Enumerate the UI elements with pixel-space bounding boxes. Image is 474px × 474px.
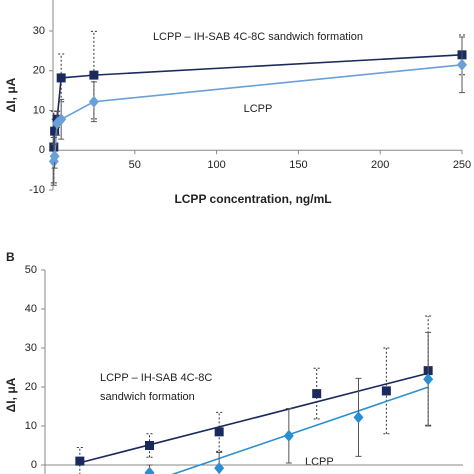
annotation: LCPP – IH-SAB 4C-8C sandwich formation: [153, 31, 363, 43]
data-point: [214, 427, 224, 437]
data-point: [49, 150, 60, 163]
series-line: [53, 54, 463, 148]
data-point: [283, 429, 294, 442]
error-bar: [216, 411, 223, 452]
y-axis-label: ΔI, μA: [4, 377, 18, 412]
y-tick-label: 50: [25, 264, 37, 276]
y-tick-label: 0: [39, 144, 45, 156]
y-tick-label: 30: [33, 25, 45, 37]
data-point: [56, 113, 67, 126]
annotation: LCPP: [244, 103, 273, 115]
annotation: sandwich formation: [100, 391, 195, 403]
error-bar: [146, 433, 153, 458]
y-tick-label: 0: [31, 459, 37, 471]
data-point: [75, 456, 85, 466]
data-point: [50, 126, 60, 136]
y-tick-label: 10: [25, 420, 37, 432]
data-point: [56, 73, 66, 83]
data-point: [145, 441, 154, 450]
x-tick-label: 200: [371, 159, 389, 171]
data-point: [381, 386, 391, 396]
data-point: [423, 373, 434, 386]
trendline: [79, 372, 429, 464]
x-tick-label: 150: [289, 159, 307, 171]
y-axis-label: ΔI, μA: [4, 77, 18, 112]
y-tick-label: 30: [25, 342, 37, 354]
data-point: [89, 70, 99, 80]
annotation: LCPP – IH-SAB 4C-8C: [100, 372, 212, 384]
data-point: [214, 462, 225, 474]
x-axis-label: LCPP concentration, ng/mL: [174, 192, 331, 206]
x-tick-label: 250: [453, 159, 471, 171]
panel-label: B: [6, 250, 15, 264]
error-bar: [90, 30, 97, 120]
error-bar: [383, 347, 390, 435]
data-point: [88, 95, 99, 108]
y-tick-label: -10: [29, 184, 45, 196]
data-point: [144, 466, 155, 474]
data-point: [312, 389, 322, 399]
x-tick-label: 50: [129, 159, 141, 171]
y-tick-label: 40: [25, 303, 37, 315]
x-tick-label: 100: [207, 159, 225, 171]
y-tick-label: 20: [33, 65, 45, 77]
data-point: [353, 411, 364, 424]
y-tick-label: 10: [33, 104, 45, 116]
data-point: [457, 58, 467, 71]
annotation: LCPP: [305, 456, 334, 468]
y-tick-label: 20: [25, 381, 37, 393]
